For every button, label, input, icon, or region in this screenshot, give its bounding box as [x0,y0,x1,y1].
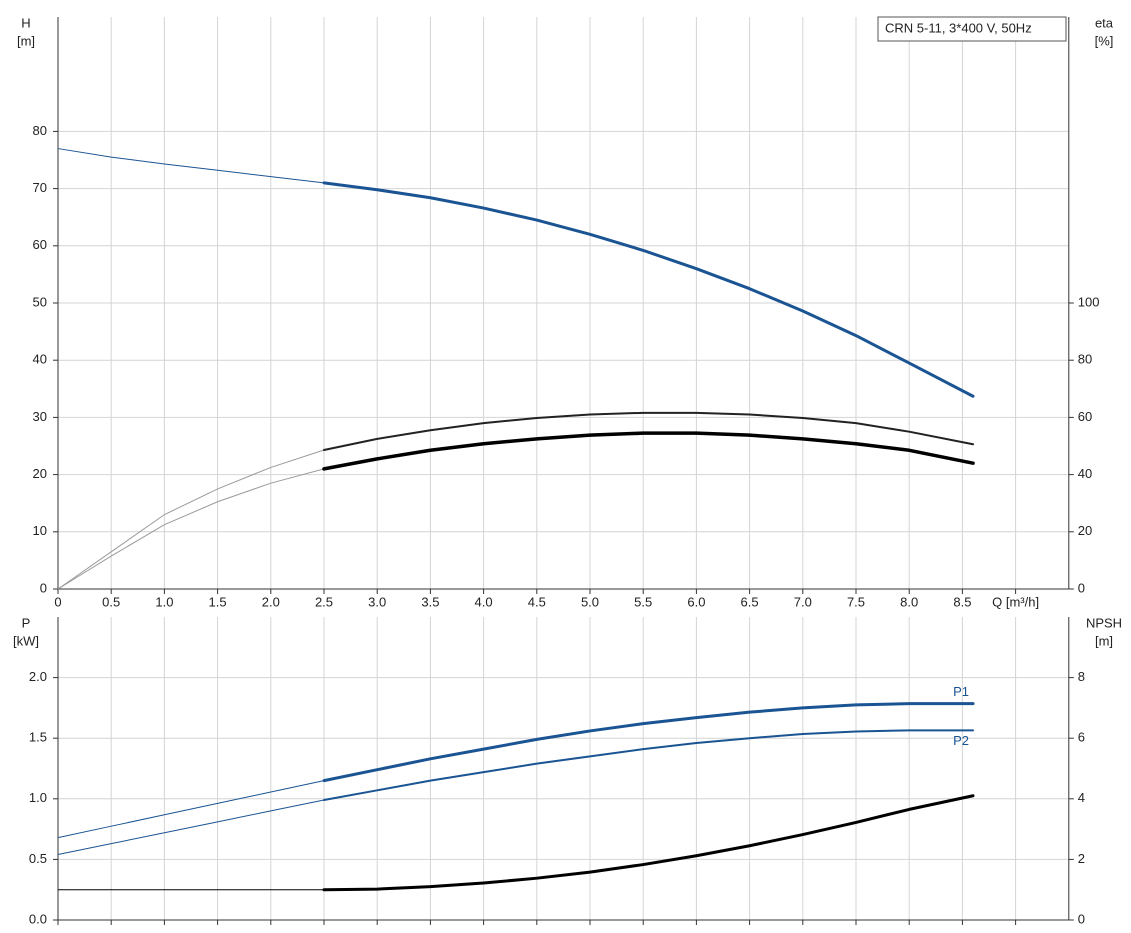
curve [58,795,974,891]
chart-title: CRN 5-11, 3*400 V, 50Hz [885,20,1032,35]
y2-tick-label: 6 [1078,730,1085,745]
y-tick-label: 1.5 [29,730,47,745]
curve-operating-range [322,794,975,892]
x-tick-label: 7.5 [847,594,865,609]
x-tick-label: 6.5 [741,594,759,609]
y-tick-label: 60 [33,237,47,252]
series-label: P1 [953,684,969,699]
y-tick-label: 0.0 [29,911,47,926]
x-tick-label: 1.0 [155,594,173,609]
y2-tick-label: 0 [1078,580,1085,595]
y-tick-label: 40 [33,352,47,367]
y2-tick-label: 100 [1078,294,1100,309]
y-tick-label: 1.0 [29,790,47,805]
x-tick-label: 5.0 [581,594,599,609]
curve [57,703,974,839]
curve-operating-range [323,411,975,451]
y2-tick-label: 4 [1078,790,1085,805]
x-tick-label: 8.5 [953,594,971,609]
y-tick-label: 10 [33,523,47,538]
curve-operating-range [322,431,975,471]
x-tick-label: 2.0 [262,594,280,609]
x-tick-label: 3.5 [421,594,439,609]
x-tick-label: 6.0 [687,594,705,609]
y-axis-label: P [22,615,31,630]
y2-axis-label: eta [1095,15,1114,30]
y2-tick-label: 40 [1078,466,1092,481]
y-axis-label: [kW] [13,633,39,648]
curve [57,729,974,856]
series-label: P2 [953,733,969,748]
x-tick-label: 0 [54,594,61,609]
x-tick-label: 7.0 [794,594,812,609]
y-tick-label: 0.5 [29,851,47,866]
x-tick-label: 0.5 [102,594,120,609]
y2-tick-label: 0 [1078,911,1085,926]
curve-operating-range [322,702,975,783]
y2-tick-label: 2 [1078,851,1085,866]
y-tick-label: 80 [33,123,47,138]
y-tick-label: 2.0 [29,669,47,684]
curve-operating-range [322,181,975,398]
title-box [877,16,1067,42]
x-tick-label: 2.5 [315,594,333,609]
curve [57,432,974,590]
y-tick-label: 20 [33,466,47,481]
y2-tick-label: 20 [1078,523,1092,538]
y-axis-label: [m] [17,33,35,48]
x-tick-label: Q [m³/h] [992,594,1039,609]
x-tick-label: 5.5 [634,594,652,609]
y-tick-label: 70 [33,180,47,195]
x-tick-label: 4.5 [528,594,546,609]
x-tick-label: 3.0 [368,594,386,609]
x-tick-label: 4.0 [475,594,493,609]
y2-axis-label: NPSH [1086,615,1122,630]
y2-tick-label: 60 [1078,409,1092,424]
curve-operating-range [323,729,975,802]
y-tick-label: 0 [40,580,47,595]
y2-tick-label: 80 [1078,352,1092,367]
y2-axis-label: [m] [1095,633,1113,648]
y-axis-label: H [21,15,30,30]
curve [57,148,974,397]
y2-axis-label: [%] [1095,33,1114,48]
y2-tick-label: 8 [1078,669,1085,684]
x-tick-label: 1.5 [209,594,227,609]
x-tick-label: 8.0 [900,594,918,609]
y-tick-label: 30 [33,409,47,424]
y-tick-label: 50 [33,294,47,309]
